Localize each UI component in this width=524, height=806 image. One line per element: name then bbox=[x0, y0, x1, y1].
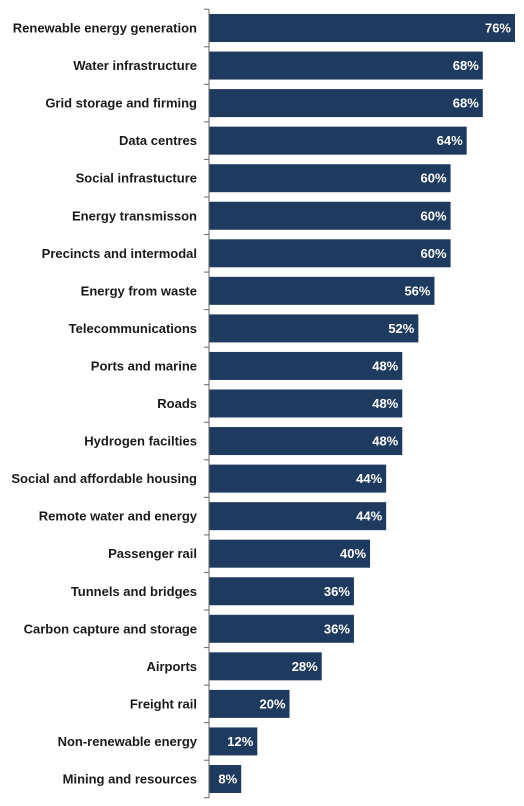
value-label-grid-storage-and-firming: 68% bbox=[453, 96, 479, 111]
value-label-social-and-affordable-housing: 44% bbox=[356, 471, 382, 486]
value-label-mining-and-resources: 8% bbox=[218, 772, 237, 787]
category-label-remote-water-and-energy: Remote water and energy bbox=[39, 509, 198, 524]
category-label-passenger-rail: Passenger rail bbox=[108, 546, 197, 561]
value-label-water-infrastructure: 68% bbox=[453, 58, 479, 73]
bar-passenger-rail bbox=[209, 539, 371, 568]
bar-roads bbox=[209, 389, 403, 418]
value-label-roads: 48% bbox=[372, 396, 398, 411]
value-label-ports-and-marine: 48% bbox=[372, 358, 398, 373]
bar-carbon-capture-and-storage bbox=[209, 614, 354, 643]
value-label-precincts-and-intermodal: 60% bbox=[421, 246, 447, 261]
category-label-freight-rail: Freight rail bbox=[130, 696, 197, 711]
category-labels: Renewable energy generation Water infrast… bbox=[11, 21, 197, 787]
category-label-hydrogen-facilties: Hydrogen facilties bbox=[84, 434, 197, 449]
bar-energy-transmisson bbox=[209, 201, 451, 230]
value-label-carbon-capture-and-storage: 36% bbox=[324, 621, 350, 636]
value-label-data-centres: 64% bbox=[437, 133, 463, 148]
bar-precincts-and-intermodal bbox=[209, 239, 451, 268]
bar-energy-from-waste bbox=[209, 276, 435, 305]
bar-airports bbox=[209, 652, 322, 681]
category-label-precincts-and-intermodal: Precincts and intermodal bbox=[42, 246, 197, 261]
category-label-water-infrastructure: Water infrastructure bbox=[73, 58, 197, 73]
value-label-energy-transmisson: 60% bbox=[421, 208, 447, 223]
category-label-tunnels-and-bridges: Tunnels and bridges bbox=[71, 584, 197, 599]
value-label-freight-rail: 20% bbox=[259, 696, 285, 711]
bar-freight-rail bbox=[209, 689, 290, 718]
category-label-social-infrastucture: Social infrastucture bbox=[76, 171, 197, 186]
bar-telecommunications bbox=[209, 314, 419, 343]
category-label-data-centres: Data centres bbox=[119, 133, 197, 148]
category-label-roads: Roads bbox=[157, 396, 197, 411]
category-label-social-and-affordable-housing: Social and affordable housing bbox=[11, 471, 197, 486]
bar-tunnels-and-bridges bbox=[209, 577, 354, 606]
category-label-carbon-capture-and-storage: Carbon capture and storage bbox=[24, 621, 197, 636]
value-label-renewable-energy-generation: 76% bbox=[485, 21, 511, 36]
bar-non-renewable-energy bbox=[209, 727, 258, 756]
value-label-hydrogen-facilties: 48% bbox=[372, 434, 398, 449]
category-label-renewable-energy-generation: Renewable energy generation bbox=[13, 21, 197, 36]
value-label-passenger-rail: 40% bbox=[340, 546, 366, 561]
value-label-tunnels-and-bridges: 36% bbox=[324, 584, 350, 599]
bar-ports-and-marine bbox=[209, 351, 403, 380]
bar-data-centres bbox=[209, 126, 467, 155]
bar-renewable-energy-generation bbox=[209, 14, 515, 42]
bar-water-infrastructure bbox=[209, 51, 483, 80]
category-label-non-renewable-energy: Non-renewable energy bbox=[58, 734, 198, 749]
bars bbox=[209, 14, 515, 793]
category-label-airports: Airports bbox=[146, 659, 197, 674]
value-labels: 76% 68% 68% 64% 60% 60% 60% 56% 52% 48% 48% 48% 44% 4… bbox=[218, 21, 511, 787]
bar-grid-storage-and-firming bbox=[209, 89, 483, 118]
value-label-airports: 28% bbox=[292, 659, 318, 674]
bar-social-infrastucture bbox=[209, 164, 451, 193]
bar-hydrogen-facilties bbox=[209, 427, 403, 456]
category-label-telecommunications: Telecommunications bbox=[69, 321, 197, 336]
value-label-social-infrastucture: 60% bbox=[421, 171, 447, 186]
value-label-remote-water-and-energy: 44% bbox=[356, 509, 382, 524]
category-label-energy-from-waste: Energy from waste bbox=[81, 283, 197, 298]
bar-social-and-affordable-housing bbox=[209, 464, 387, 493]
value-label-telecommunications: 52% bbox=[388, 321, 414, 336]
value-label-energy-from-waste: 56% bbox=[404, 283, 430, 298]
bar-mining-and-resources bbox=[209, 765, 242, 793]
category-label-grid-storage-and-firming: Grid storage and firming bbox=[45, 96, 197, 111]
y-axis bbox=[204, 8, 210, 799]
category-label-ports-and-marine: Ports and marine bbox=[91, 358, 197, 373]
category-label-energy-transmisson: Energy transmisson bbox=[72, 208, 197, 223]
value-label-non-renewable-energy: 12% bbox=[227, 734, 253, 749]
category-label-mining-and-resources: Mining and resources bbox=[63, 772, 197, 787]
bar-remote-water-and-energy bbox=[209, 502, 387, 531]
